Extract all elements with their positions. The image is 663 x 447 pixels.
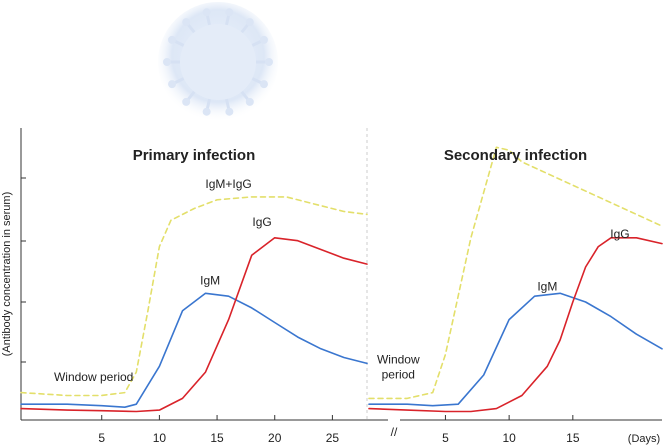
virus-body [180,24,256,100]
x-axis-unit-label: (Days) [628,433,660,445]
virus-spike-tip [202,8,211,17]
primary-x-tick-label: 5 [98,431,105,445]
secondary-igm-label: IgM [537,279,557,293]
virus-spike-tip [182,18,191,27]
labels-layer: Primary infection IgM IgG IgM+IgG Window per… [54,147,630,384]
primary-infection-title: Primary infection [133,147,256,164]
primary-igm-line [20,292,368,408]
primary-window-period-label: Window period [54,370,133,384]
virus-spike-tip [265,58,273,66]
primary-igm-igg-label: IgM+IgG [205,177,251,191]
secondary-igg-label: IgG [610,227,629,241]
secondary-igm-line [368,292,663,407]
secondary-infection-title: Secondary infection [444,147,587,164]
virus-spike-tip [202,107,211,116]
secondary-window-period-label-line: Window [377,352,420,366]
primary-igm-igg-line [20,196,368,397]
primary-igg-line [20,237,368,413]
secondary-x-tick-label: 10 [502,431,516,445]
plot-layer [20,146,663,413]
virus-spike-tip [163,58,171,66]
virus-spike-tip [225,107,234,116]
secondary-window-period-label-line: period [382,367,415,381]
axes-layer: // (Antibody concentration in serum) (Days… [1,128,662,445]
primary-x-tick-label: 15 [210,431,224,445]
primary-x-tick-label: 25 [326,431,340,445]
primary-igg-label: IgG [252,215,271,229]
virus-spike-tip [259,80,268,89]
virus-spike-tip [259,35,268,44]
virus-spike-tip [182,97,191,106]
secondary-x-tick-label: 15 [566,431,580,445]
secondary-igg-line [368,237,663,413]
virus-spike-tip [168,80,177,89]
secondary-x-tick-label: 5 [442,431,449,445]
primary-x-tick-label: 10 [153,431,167,445]
primary-x-tick-label: 20 [268,431,282,445]
primary-igm-label: IgM [200,274,220,288]
secondary-igm-igg-line [368,146,663,400]
y-axis-label: (Antibody concentration in serum) [1,192,13,356]
virus-spike-tip [245,18,254,27]
virus-spike-tip [225,8,234,17]
virus-spike-tip [168,35,177,44]
x-axis-break: // [391,425,398,439]
virus-spike-tip [245,97,254,106]
virus-illustration [158,2,278,122]
